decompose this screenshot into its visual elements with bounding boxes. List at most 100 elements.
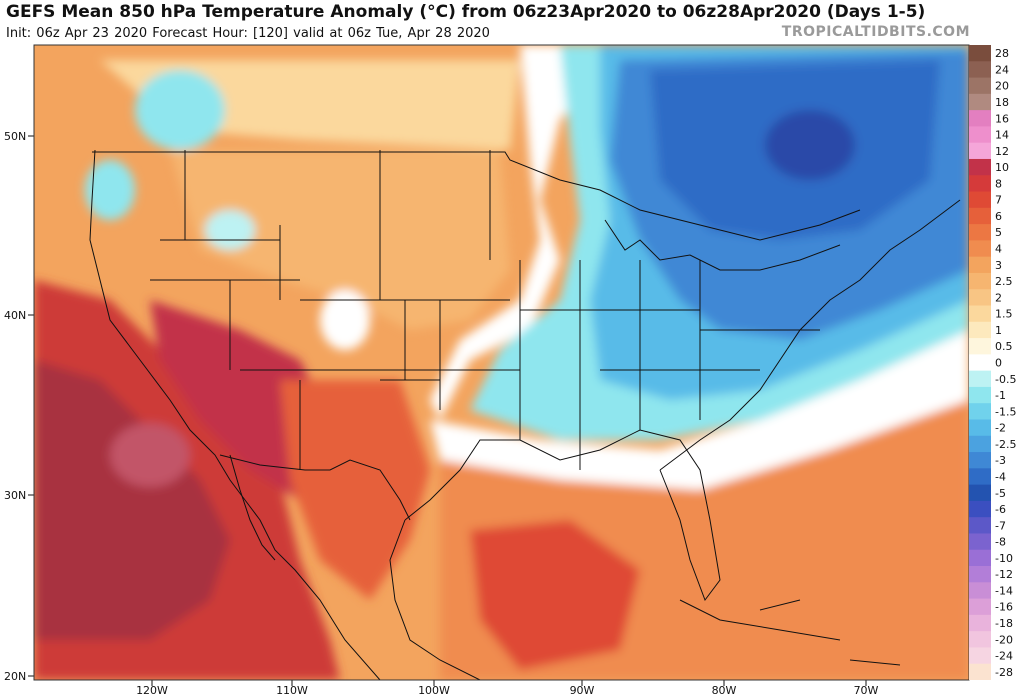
legend-label: 0 [995, 357, 1002, 370]
legend-label: 16 [995, 112, 1009, 125]
state-lines [150, 150, 820, 470]
neutral-band-central [430, 45, 620, 420]
legend-label: 8 [995, 177, 1002, 190]
legend-label: 2 [995, 291, 1002, 304]
legend-swatch [969, 663, 991, 680]
legend-swatch [969, 647, 991, 665]
legend-label: -10 [995, 552, 1013, 565]
color-legend: 28 24 20 18 16 14 12 10 8 7 6 5 4 3 2.5 2 1.5 1 0.5 0 -0.5 -1… [969, 45, 1016, 680]
brand-watermark[interactable]: TROPICALTIDBITS.COM [781, 24, 970, 40]
legend-swatch [969, 419, 991, 437]
coastline-gulf [404, 429, 721, 602]
hot-spot-offshore [110, 423, 190, 487]
lon-label-100w: 100W [418, 684, 450, 696]
legend-label: -6 [995, 503, 1006, 516]
legend-label: -1.5 [995, 405, 1016, 418]
legend-label: -4 [995, 470, 1006, 483]
legend-swatch [969, 77, 991, 95]
legend-label: 20 [995, 80, 1009, 93]
legend-swatch [969, 93, 991, 111]
boundaries [89, 149, 961, 680]
neutral-band-southeast [430, 330, 969, 490]
legend-label: 10 [995, 161, 1009, 174]
neutral-patch-colorado [320, 290, 370, 350]
coastline-mexico-gulf [389, 519, 481, 680]
cool-patch-washington [85, 160, 135, 220]
map-field [34, 45, 969, 680]
map-subtitle: Init: 06z Apr 23 2020 Forecast Hour: [12… [6, 26, 490, 41]
legend-swatch [969, 517, 991, 534]
border-us-mexico [219, 454, 411, 521]
cool-patch-idaho [205, 210, 255, 250]
legend-swatch [969, 289, 991, 307]
legend-label: 2.5 [995, 275, 1013, 288]
border-canada-us [92, 151, 861, 241]
legend-swatch [969, 175, 991, 193]
legend-label: 1.5 [995, 308, 1013, 321]
legend-swatch [969, 386, 991, 404]
legend-label: 0.5 [995, 340, 1013, 353]
lon-label-110w: 110W [276, 684, 308, 696]
legend-swatch [969, 142, 991, 160]
legend-label: -2.5 [995, 438, 1016, 451]
lat-axis: 50N 40N 30N 20N [4, 130, 34, 683]
legend-swatch [969, 566, 991, 583]
legend-label: 14 [995, 129, 1009, 142]
lat-label-20n: 20N [4, 670, 26, 683]
legend-label: 12 [995, 145, 1009, 158]
lon-label-90w: 90W [570, 684, 595, 696]
legend-swatch [969, 484, 991, 502]
legend-swatch [969, 598, 991, 616]
legend-swatch [969, 272, 991, 290]
legend-swatch [969, 468, 991, 486]
legend-label: -1 [995, 389, 1006, 402]
legend-label: -0.5 [995, 373, 1016, 386]
cool-patch-bc [135, 70, 225, 150]
legend-label: -16 [995, 601, 1013, 614]
legend-label: -3 [995, 454, 1006, 467]
legend-label: 28 [995, 47, 1009, 60]
legend-swatch [969, 126, 991, 144]
legend-swatch [969, 582, 991, 600]
hot-core-pacific [34, 360, 230, 640]
coastline-baja-inner [229, 454, 276, 561]
legend-swatch [969, 61, 991, 79]
legend-swatch [969, 614, 991, 632]
mild-region-plains [170, 150, 510, 330]
hot-region-gulf [470, 520, 640, 670]
legend-label: -20 [995, 633, 1013, 646]
legend-label: -8 [995, 536, 1006, 549]
great-lakes [604, 219, 841, 271]
legend-swatch [969, 452, 991, 469]
legend-label: -14 [995, 584, 1013, 597]
lat-label-30n: 30N [4, 489, 26, 502]
legend-label: -5 [995, 487, 1006, 500]
lat-label-50n: 50N [4, 130, 26, 143]
lon-label-120w: 120W [136, 684, 168, 696]
legend-swatch [969, 549, 991, 567]
legend-swatch [969, 207, 991, 225]
legend-label: 1 [995, 324, 1002, 337]
legend-swatch [969, 305, 991, 323]
lon-axis: 120W 110W 100W 90W 80W 70W [136, 680, 879, 696]
legend-label: -24 [995, 650, 1013, 663]
legend-label: 5 [995, 226, 1002, 239]
legend-label: -2 [995, 422, 1006, 435]
legend-swatch [969, 191, 991, 209]
legend-swatch [969, 110, 991, 127]
legend-label: -7 [995, 519, 1006, 532]
legend-swatch [969, 338, 991, 355]
legend-swatch [969, 500, 991, 518]
legend-label: 18 [995, 96, 1009, 109]
legend-swatch [969, 631, 991, 648]
legend-label: 6 [995, 210, 1002, 223]
legend-swatch [969, 354, 991, 372]
legend-swatch [969, 240, 991, 258]
legend-swatch [969, 158, 991, 176]
legend-label: 24 [995, 63, 1009, 76]
legend-label: -28 [995, 666, 1013, 679]
legend-label: -18 [995, 617, 1013, 630]
legend-label: 3 [995, 259, 1002, 272]
legend-swatch [969, 321, 991, 339]
